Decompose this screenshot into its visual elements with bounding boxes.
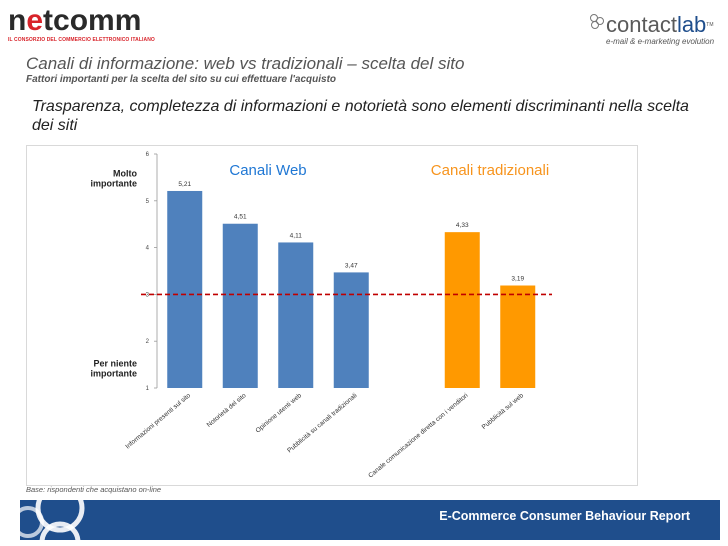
bar (333, 272, 369, 388)
group-label: Canali Web (229, 162, 306, 179)
bar (278, 242, 314, 388)
netcomm-tagline: IL CONSORZIO DEL COMMERCIO ELETTRONICO I… (8, 37, 155, 43)
y-tick-label: 3 (146, 292, 150, 298)
scale-top-label: Molto (113, 169, 137, 179)
x-category-label: Notorietà del sito (206, 392, 248, 429)
bar (167, 190, 203, 388)
footnote: Base: rispondenti che acquistano on-line (26, 485, 162, 494)
page-title: Canali di informazione: web vs tradizion… (26, 54, 465, 73)
y-tick-label: 6 (146, 152, 150, 158)
group-label: Canali tradizionali (431, 162, 549, 179)
bar-value-label: 3,19 (511, 276, 524, 283)
scale-bottom-label: Per niente (93, 358, 137, 368)
x-category-label: Informazioni presenti sul sito (124, 392, 192, 451)
contactlab-part1: contact (606, 12, 677, 37)
netcomm-prefix: n (8, 4, 27, 37)
y-tick-label: 1 (146, 386, 150, 392)
y-tick-label: 2 (146, 339, 150, 345)
bar-value-labels: 5,21 4,51 4,11 3,47 4,33 3,19 (178, 181, 524, 283)
y-axis: 1 2 3 4 5 6 (146, 152, 158, 392)
headline: Trasparenza, completezza di informazioni… (32, 98, 689, 134)
x-category-label: Pubblicità sul web (481, 392, 526, 431)
page-subtitle: Fattori importanti per la scelta del sit… (26, 74, 337, 85)
bar-value-label: 4,33 (456, 222, 469, 229)
scale-bottom-label: importante (90, 368, 137, 378)
bar (444, 232, 480, 388)
contactlab-part2: lab (676, 12, 707, 37)
footer-title: E-Commerce Consumer Behaviour Report (439, 509, 690, 523)
bars (167, 190, 536, 388)
netcomm-suffix: tcomm (43, 4, 142, 37)
y-tick-label: 4 (146, 246, 150, 252)
bar-value-label: 4,51 (234, 214, 247, 221)
bar-value-label: 5,21 (178, 181, 191, 188)
bar (500, 285, 536, 388)
x-category-label: Opinione utenti web (255, 392, 304, 435)
contactlab-logo: contactlabTM e-mail & e-marketing evolut… (590, 14, 720, 50)
footer-band: E-Commerce Consumer Behaviour Report (20, 500, 720, 540)
group-labels: Canali Web Canali tradizionali (229, 162, 549, 179)
contactlab-tm: TM (706, 22, 714, 28)
bar (222, 223, 258, 388)
bar-value-label: 4,11 (290, 232, 303, 239)
footer-decoration-icon (20, 500, 85, 540)
netcomm-wordmark: netcomm (8, 6, 158, 36)
bar-value-label: 3,47 (345, 262, 358, 269)
scale-top-label: importante (90, 179, 137, 189)
x-axis-categories: Informazioni presenti sul sito Notorietà … (124, 392, 525, 480)
chart-frame (26, 145, 638, 486)
netcomm-e: e (26, 4, 44, 37)
y-tick-label: 5 (146, 199, 150, 205)
bar-chart: 1 2 3 4 5 6 5,21 4,51 4,11 3,47 4,33 3,19 Informaz… (90, 152, 552, 480)
contactlab-wordmark: contactlabTM (590, 14, 720, 36)
contactlab-tagline: e-mail & e-marketing evolution (606, 37, 715, 46)
contactlab-dots-icon (590, 14, 604, 29)
netcomm-logo: netcomm IL CONSORZIO DEL COMMERCIO ELETT… (8, 6, 158, 46)
x-category-label: Canale comunicazione diretta con i vendi… (367, 392, 469, 479)
